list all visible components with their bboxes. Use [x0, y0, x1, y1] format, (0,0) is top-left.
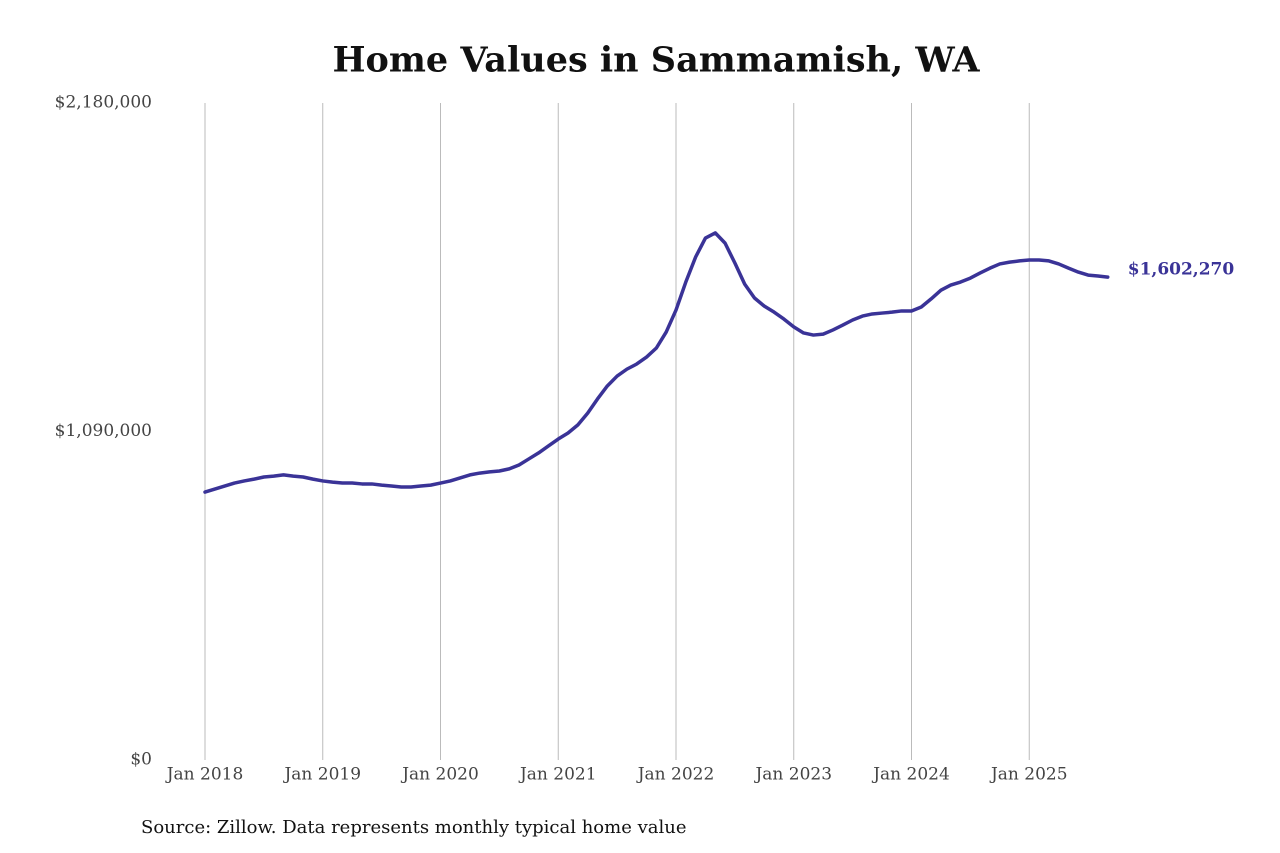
- x-tick-label: Jan 2018: [165, 765, 244, 785]
- x-tick-label: Jan 2024: [871, 765, 950, 785]
- x-tick-label: Jan 2021: [518, 765, 597, 785]
- data-label: $1,602,270: [1128, 260, 1235, 280]
- x-tick-label: Jan 2020: [400, 765, 479, 785]
- source-note: Source: Zillow. Data represents monthly …: [141, 817, 687, 838]
- y-tick-label: $2,180,000: [55, 93, 152, 113]
- chart-title: Home Values in Sammamish, WA: [332, 40, 980, 81]
- line: [203, 231, 1110, 494]
- x-tick-label: Jan 2022: [636, 765, 715, 785]
- x-tick-label: Jan 2019: [282, 765, 361, 785]
- y-tick-label: $0: [130, 750, 152, 770]
- x-tick-label: Jan 2025: [989, 765, 1068, 785]
- x-tick-label: Jan 2023: [753, 765, 832, 785]
- y-tick-label: $1,090,000: [55, 421, 152, 441]
